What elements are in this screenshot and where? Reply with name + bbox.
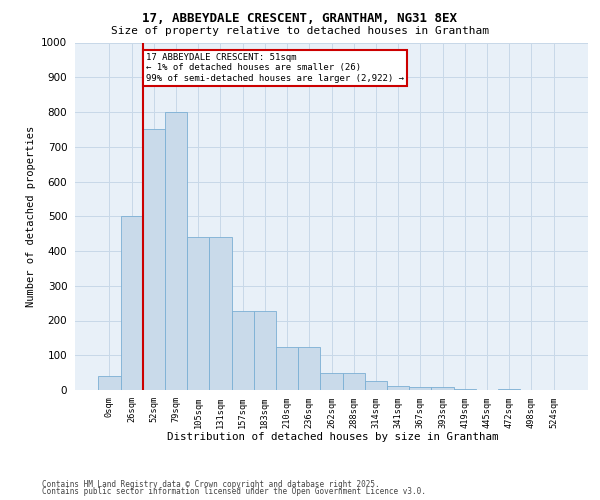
Bar xyxy=(409,387,431,390)
Bar xyxy=(232,311,254,390)
Bar xyxy=(98,376,121,390)
Bar xyxy=(365,382,387,390)
Text: Size of property relative to detached houses in Grantham: Size of property relative to detached ho… xyxy=(111,26,489,36)
Text: Contains HM Land Registry data © Crown copyright and database right 2025.: Contains HM Land Registry data © Crown c… xyxy=(42,480,380,489)
Text: 17 ABBEYDALE CRESCENT: 51sqm
← 1% of detached houses are smaller (26)
99% of sem: 17 ABBEYDALE CRESCENT: 51sqm ← 1% of det… xyxy=(146,53,404,82)
Bar xyxy=(343,372,365,390)
Bar xyxy=(187,237,209,390)
Bar xyxy=(431,387,454,390)
Bar xyxy=(165,112,187,390)
Text: 17, ABBEYDALE CRESCENT, GRANTHAM, NG31 8EX: 17, ABBEYDALE CRESCENT, GRANTHAM, NG31 8… xyxy=(143,12,458,26)
Bar xyxy=(498,388,520,390)
Bar xyxy=(254,311,276,390)
Bar xyxy=(121,216,143,390)
Y-axis label: Number of detached properties: Number of detached properties xyxy=(26,126,35,307)
Bar xyxy=(209,237,232,390)
Bar xyxy=(298,346,320,390)
Bar xyxy=(387,386,409,390)
Bar xyxy=(276,346,298,390)
Bar xyxy=(454,388,476,390)
Bar xyxy=(320,372,343,390)
Text: Contains public sector information licensed under the Open Government Licence v3: Contains public sector information licen… xyxy=(42,487,426,496)
Text: Distribution of detached houses by size in Grantham: Distribution of detached houses by size … xyxy=(167,432,499,442)
Bar xyxy=(143,130,165,390)
